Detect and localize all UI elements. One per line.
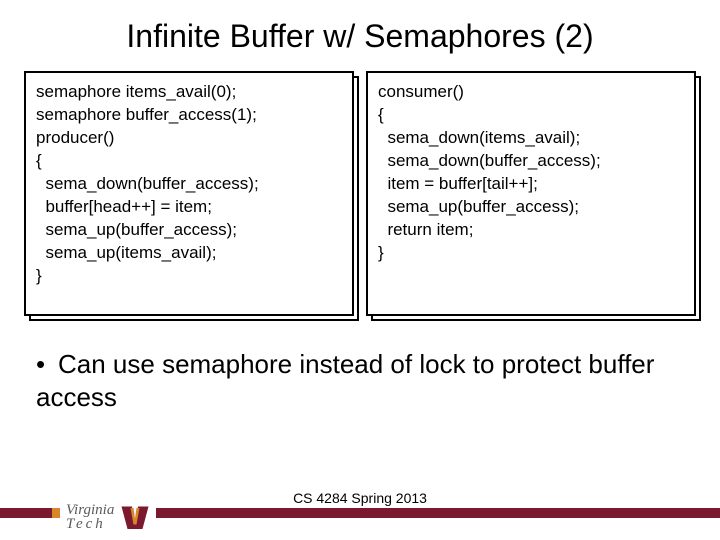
logo-line1: Virginia xyxy=(66,503,114,517)
vt-logo-icon xyxy=(120,502,150,532)
bullet-dot: • xyxy=(36,348,58,381)
right-front: consumer() { sema_down(items_avail); sem… xyxy=(366,71,696,316)
right-code-box: consumer() { sema_down(items_avail); sem… xyxy=(366,71,696,316)
code-line: producer() xyxy=(36,127,342,150)
bullet-text: Can use semaphore instead of lock to pro… xyxy=(36,349,654,412)
left-front: semaphore items_avail(0); semaphore buff… xyxy=(24,71,354,316)
logo-line2: Tech xyxy=(66,517,114,531)
code-line: } xyxy=(378,242,684,265)
code-line: } xyxy=(36,265,342,288)
code-line: sema_up(buffer_access); xyxy=(378,196,684,219)
bar-segment-maroon xyxy=(120,508,720,518)
code-line: semaphore buffer_access(1); xyxy=(36,104,342,127)
code-line: sema_up(items_avail); xyxy=(36,242,342,265)
code-line: item = buffer[tail++]; xyxy=(378,173,684,196)
bar-segment-maroon xyxy=(0,508,52,518)
page-title: Infinite Buffer w/ Semaphores (2) xyxy=(0,0,720,71)
bullet-item: •Can use semaphore instead of lock to pr… xyxy=(0,316,720,413)
logo-text: Virginia Tech xyxy=(66,503,114,532)
left-code-box: semaphore items_avail(0); semaphore buff… xyxy=(24,71,354,316)
code-line: return item; xyxy=(378,219,684,242)
code-line: consumer() xyxy=(378,81,684,104)
code-line: sema_down(items_avail); xyxy=(378,127,684,150)
code-row: semaphore items_avail(0); semaphore buff… xyxy=(0,71,720,316)
code-line: sema_down(buffer_access); xyxy=(36,173,342,196)
code-line: sema_down(buffer_access); xyxy=(378,150,684,173)
code-line: { xyxy=(36,150,342,173)
code-line: sema_up(buffer_access); xyxy=(36,219,342,242)
code-line: semaphore items_avail(0); xyxy=(36,81,342,104)
code-line: buffer[head++] = item; xyxy=(36,196,342,219)
vt-logo: Virginia Tech xyxy=(60,502,156,532)
code-line: { xyxy=(378,104,684,127)
